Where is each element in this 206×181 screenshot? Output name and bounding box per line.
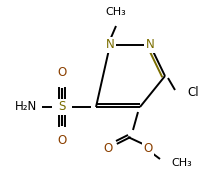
Text: N: N xyxy=(145,39,154,52)
Text: H₂N: H₂N xyxy=(15,100,37,113)
Text: N: N xyxy=(105,39,114,52)
Text: CH₃: CH₃ xyxy=(105,7,126,17)
Text: O: O xyxy=(57,134,66,148)
Text: CH₃: CH₃ xyxy=(170,158,191,168)
Text: O: O xyxy=(103,142,112,155)
Text: S: S xyxy=(58,100,65,113)
Text: O: O xyxy=(57,66,66,79)
Text: Cl: Cl xyxy=(186,87,198,100)
Text: O: O xyxy=(143,142,152,155)
